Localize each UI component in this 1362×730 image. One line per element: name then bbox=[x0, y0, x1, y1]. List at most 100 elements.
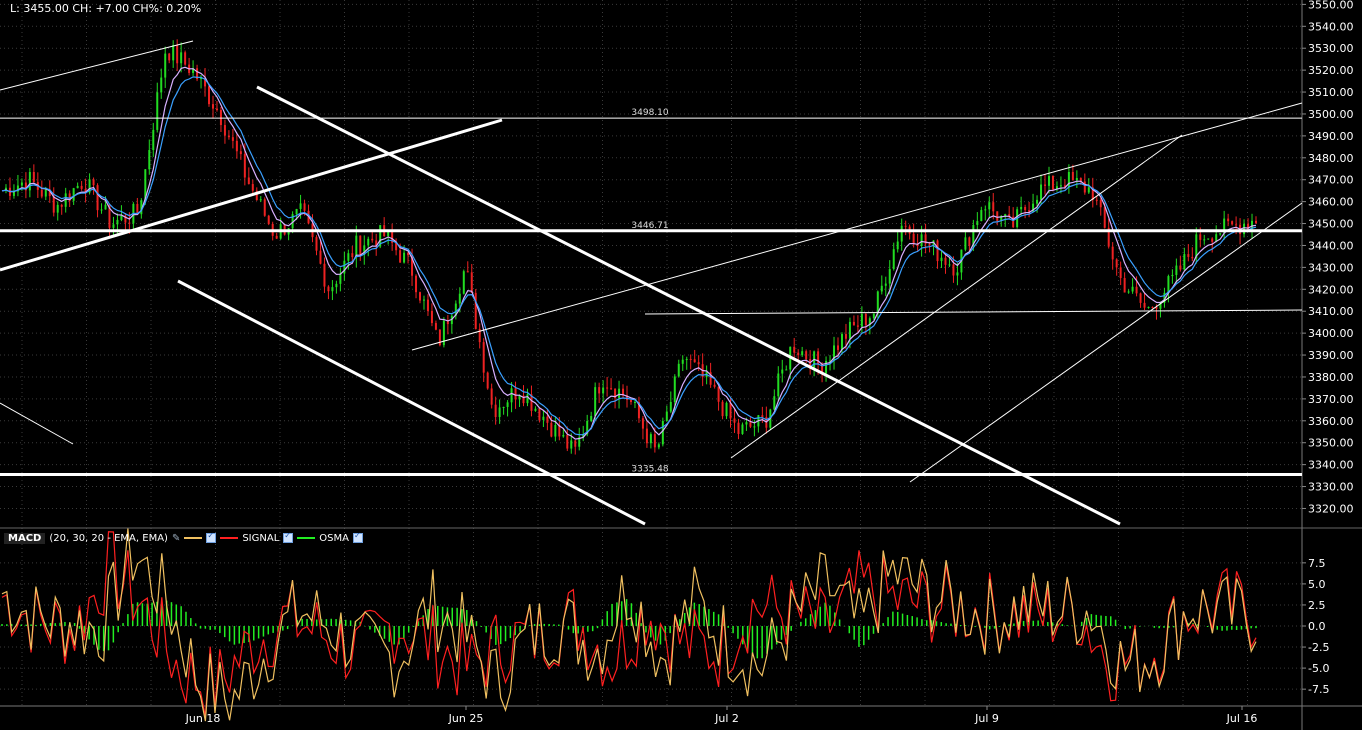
candle-body bbox=[606, 387, 609, 389]
candle-body bbox=[1215, 234, 1218, 242]
candle-body bbox=[956, 272, 959, 276]
candle-body bbox=[387, 231, 390, 237]
candle-body bbox=[215, 108, 218, 111]
osma-visible-checkbox[interactable] bbox=[352, 531, 363, 543]
candle-body bbox=[645, 428, 648, 444]
candle-body bbox=[888, 269, 891, 284]
candle-body bbox=[944, 257, 947, 265]
candle-body bbox=[709, 372, 712, 385]
candle-body bbox=[693, 359, 696, 363]
candle-body bbox=[554, 424, 557, 437]
candle-body bbox=[124, 215, 127, 223]
signal-visible-checkbox[interactable] bbox=[283, 531, 294, 543]
candle-body bbox=[1219, 233, 1222, 235]
candle-body bbox=[1075, 178, 1078, 181]
y-tick-label: 3410.00 bbox=[1308, 305, 1354, 318]
candle-body bbox=[777, 373, 780, 397]
candle-body bbox=[474, 292, 477, 329]
candle-body bbox=[510, 388, 513, 403]
candle-body bbox=[136, 203, 139, 215]
candle-body bbox=[128, 222, 131, 224]
candle-body bbox=[920, 234, 923, 247]
candle-body bbox=[526, 394, 529, 404]
candle-body bbox=[267, 215, 270, 225]
candle-body bbox=[1235, 224, 1238, 226]
candle-body bbox=[1143, 302, 1146, 308]
candle-body bbox=[1123, 278, 1126, 293]
candle-body bbox=[534, 408, 537, 411]
candle-body bbox=[582, 434, 585, 438]
candle-body bbox=[482, 342, 485, 373]
candle-body bbox=[371, 238, 374, 241]
candle-body bbox=[753, 426, 756, 428]
candle-body bbox=[363, 245, 366, 255]
candle-body bbox=[733, 418, 736, 423]
candle-body bbox=[864, 313, 867, 326]
y-tick-label: 3400.00 bbox=[1308, 327, 1354, 340]
candle-body bbox=[825, 360, 828, 374]
candle-body bbox=[259, 199, 262, 201]
candle-body bbox=[462, 271, 465, 294]
y-tick-label: 3380.00 bbox=[1308, 371, 1354, 384]
candle-body bbox=[518, 395, 521, 400]
candle-body bbox=[1163, 292, 1166, 303]
trendline bbox=[177, 279, 646, 526]
candle-body bbox=[48, 189, 51, 197]
candle-body bbox=[303, 203, 306, 211]
candle-body bbox=[1255, 220, 1257, 224]
candle-body bbox=[936, 240, 939, 262]
candle-body bbox=[176, 44, 179, 64]
candle-body bbox=[968, 237, 971, 246]
candle-body bbox=[1155, 307, 1158, 309]
y-tick-label: 3460.00 bbox=[1308, 196, 1354, 209]
candle-body bbox=[235, 140, 238, 152]
candle-body bbox=[1175, 265, 1178, 275]
wrench-icon[interactable]: ✎ bbox=[171, 532, 181, 544]
candle-body bbox=[494, 404, 497, 418]
candle-body bbox=[669, 401, 672, 412]
candle-body bbox=[454, 303, 457, 316]
candle-body bbox=[972, 225, 975, 246]
candle-body bbox=[407, 252, 410, 256]
macd-y-tick-label: 7.5 bbox=[1308, 557, 1326, 570]
candle-body bbox=[641, 418, 644, 429]
candle-body bbox=[1028, 210, 1031, 212]
candle-body bbox=[116, 219, 119, 225]
candle-body bbox=[542, 416, 545, 420]
candle-body bbox=[1243, 223, 1246, 235]
candle-body bbox=[379, 225, 382, 247]
trendline bbox=[411, 102, 1303, 351]
candle-body bbox=[1083, 181, 1086, 193]
candle-body bbox=[749, 422, 752, 427]
candle-body bbox=[1059, 185, 1062, 187]
candle-body bbox=[546, 416, 549, 423]
y-tick-label: 3510.00 bbox=[1308, 86, 1354, 99]
candle-body bbox=[876, 291, 879, 314]
candle-body bbox=[928, 243, 931, 245]
candle-body bbox=[717, 386, 720, 402]
candle-body bbox=[1063, 185, 1066, 188]
candle-body bbox=[466, 271, 469, 273]
candle-body bbox=[1032, 203, 1035, 212]
candle-body bbox=[1171, 274, 1174, 277]
y-tick-label: 3490.00 bbox=[1308, 130, 1354, 143]
candle-body bbox=[430, 311, 433, 324]
y-tick-label: 3500.00 bbox=[1308, 108, 1354, 121]
trendline bbox=[730, 134, 1183, 459]
candle-body bbox=[1051, 176, 1054, 190]
candle-body bbox=[144, 169, 147, 201]
candle-body bbox=[872, 313, 875, 319]
macd-label[interactable]: MACD bbox=[4, 532, 46, 544]
y-tick-label: 3370.00 bbox=[1308, 393, 1354, 406]
candle-body bbox=[442, 320, 445, 346]
macd-visible-checkbox[interactable] bbox=[206, 531, 217, 543]
candle-body bbox=[1251, 220, 1254, 230]
candle-body bbox=[52, 196, 55, 213]
candle-body bbox=[1223, 218, 1226, 234]
candle-body bbox=[156, 92, 159, 130]
candle-body bbox=[80, 185, 83, 189]
candle-body bbox=[172, 44, 175, 61]
y-tick-label: 3540.00 bbox=[1308, 20, 1354, 33]
candle-body bbox=[884, 283, 887, 286]
